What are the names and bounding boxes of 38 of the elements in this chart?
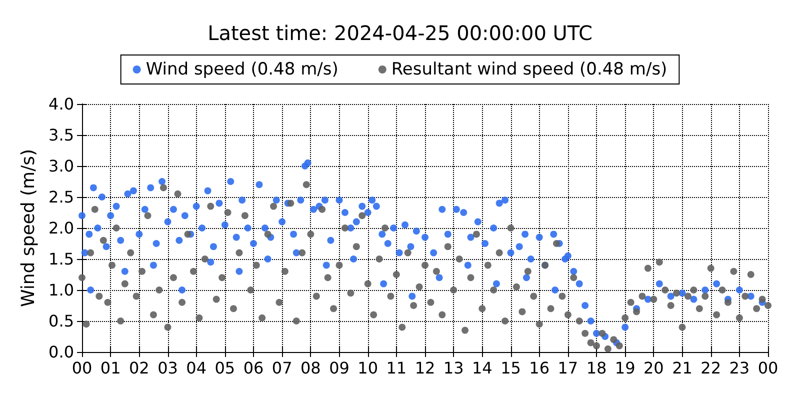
- x-tick-label: 22: [700, 358, 722, 378]
- x-tick-label: 00: [72, 358, 92, 378]
- x-tick-label: 09: [329, 358, 350, 378]
- x-tick-label: 08: [300, 358, 321, 378]
- x-tick-label: 18: [586, 358, 607, 378]
- x-tick-label: 11: [386, 358, 407, 378]
- y-tick-label: 2.0: [48, 218, 74, 238]
- x-tick-label: 23: [729, 358, 750, 378]
- x-tick-label: 03: [158, 358, 178, 378]
- y-tick-label: 1.0: [48, 280, 74, 300]
- x-tick-label: 04: [186, 358, 207, 378]
- x-tick-label: 20: [643, 358, 664, 378]
- x-tick-label: 01: [100, 358, 121, 378]
- chart-title: Latest time: 2024-04-25 00:00:00 UTC: [208, 21, 592, 45]
- y-tick-label: 3.5: [48, 126, 74, 144]
- x-tick-label: 06: [243, 358, 264, 378]
- y-tick-label: 4.0: [48, 94, 74, 114]
- legend-label: Resultant wind speed (0.48 m/s): [391, 60, 668, 80]
- x-tick-label: 19: [614, 358, 636, 378]
- x-tick-label: 15: [500, 358, 521, 378]
- legend-label: Wind speed (0.48 m/s): [146, 60, 338, 80]
- y-tick-label: 2.5: [48, 188, 74, 206]
- y-tick-label: 0.5: [48, 312, 74, 330]
- x-tick-label: 02: [128, 358, 150, 378]
- x-tick-label: 00: [758, 358, 778, 378]
- x-tick-label: 10: [358, 358, 378, 378]
- x-tick-label: 21: [672, 358, 692, 378]
- x-tick-label: 13: [443, 358, 464, 378]
- x-tick-label: 05: [214, 358, 236, 378]
- y-tick-label: 1.5: [48, 250, 74, 268]
- y-tick-label: 0.0: [48, 342, 74, 362]
- x-tick-label: 12: [414, 358, 436, 378]
- x-tick-label: 16: [529, 358, 550, 378]
- y-axis-title: Wind speed (m/s): [18, 148, 40, 308]
- y-tick-label: 3.0: [48, 156, 74, 176]
- x-tick-label: 17: [558, 358, 578, 378]
- x-tick-label: 07: [272, 358, 292, 378]
- x-tick-label: 14: [472, 358, 492, 378]
